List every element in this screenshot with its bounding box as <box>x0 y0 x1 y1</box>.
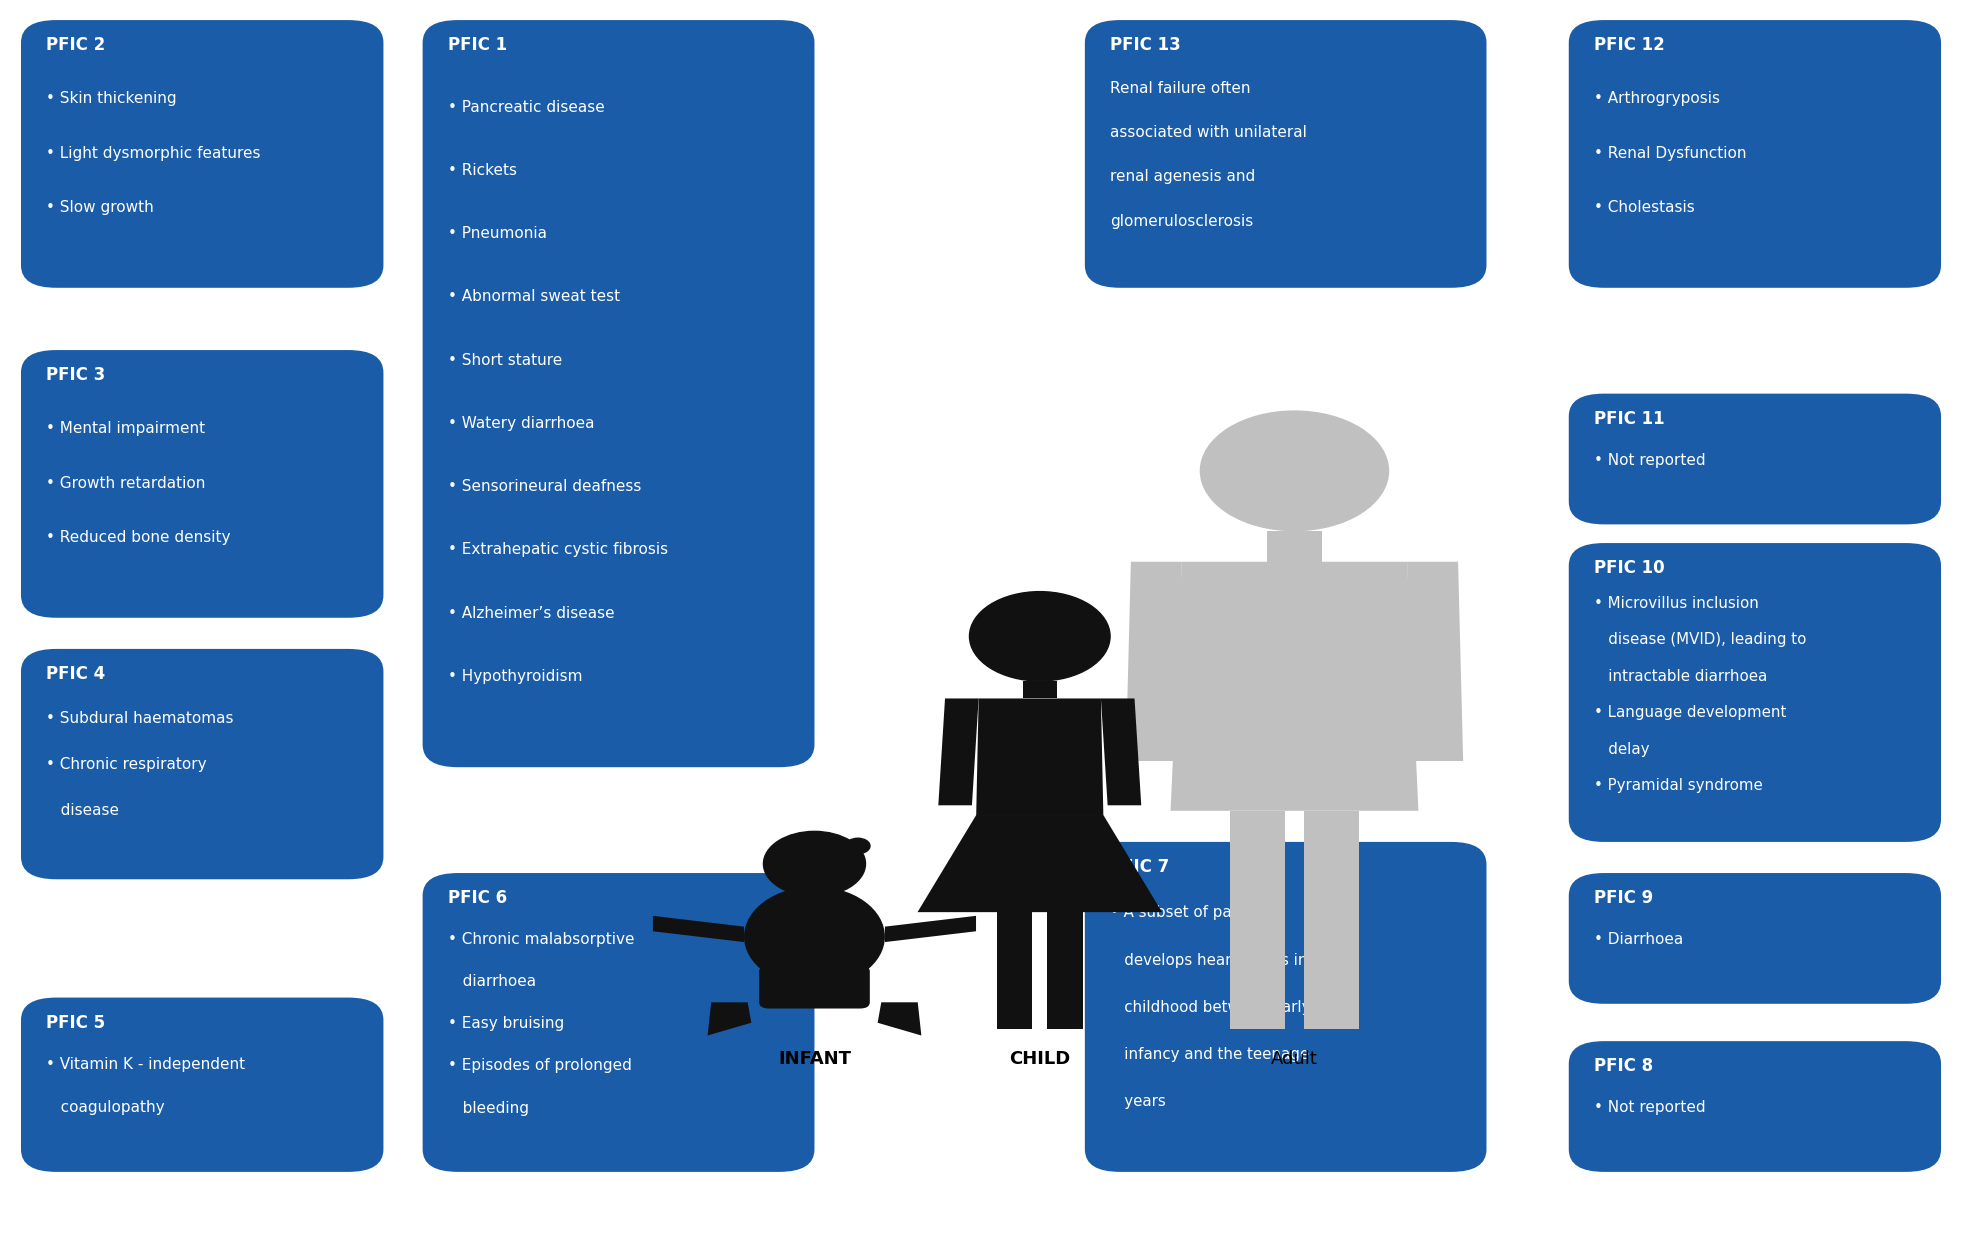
Polygon shape <box>1101 699 1142 805</box>
Text: PFIC 7: PFIC 7 <box>1110 859 1169 876</box>
FancyBboxPatch shape <box>422 874 814 1172</box>
Text: Renal failure often: Renal failure often <box>1110 81 1252 96</box>
Text: childhood between early: childhood between early <box>1110 1000 1311 1015</box>
Text: PFIC 8: PFIC 8 <box>1595 1057 1654 1076</box>
Text: • Hypothyroidism: • Hypothyroidism <box>447 669 583 684</box>
FancyBboxPatch shape <box>1570 874 1940 1003</box>
Text: • Skin thickening: • Skin thickening <box>47 91 177 106</box>
Bar <box>1230 811 1285 1028</box>
Text: disease (MVID), leading to: disease (MVID), leading to <box>1595 633 1807 648</box>
Text: • Short stature: • Short stature <box>447 352 563 367</box>
Circle shape <box>763 831 865 896</box>
Text: PFIC 4: PFIC 4 <box>47 665 106 683</box>
Text: glomerulosclerosis: glomerulosclerosis <box>1110 213 1254 228</box>
Text: • Rickets: • Rickets <box>447 162 518 177</box>
Text: INFANT: INFANT <box>779 1050 852 1068</box>
Text: PFIC 12: PFIC 12 <box>1595 36 1666 54</box>
Text: • Easy bruising: • Easy bruising <box>447 1016 565 1031</box>
Polygon shape <box>708 1002 751 1036</box>
Text: PFIC 9: PFIC 9 <box>1595 890 1654 907</box>
Polygon shape <box>1171 562 1419 811</box>
Text: associated with unilateral: associated with unilateral <box>1110 125 1307 140</box>
Text: • Chronic respiratory: • Chronic respiratory <box>47 758 208 773</box>
FancyBboxPatch shape <box>422 20 814 768</box>
Polygon shape <box>918 815 1162 912</box>
Text: • A subset of patients: • A subset of patients <box>1110 905 1275 920</box>
Text: • Watery diarrhoea: • Watery diarrhoea <box>447 416 594 431</box>
Polygon shape <box>653 916 744 942</box>
Text: • Language development: • Language development <box>1595 705 1787 720</box>
Text: • Diarrhoea: • Diarrhoea <box>1595 932 1683 947</box>
Text: • Alzheimer’s disease: • Alzheimer’s disease <box>447 605 614 620</box>
Text: coagulopathy: coagulopathy <box>47 1099 165 1114</box>
FancyBboxPatch shape <box>1570 1041 1940 1172</box>
Bar <box>1305 811 1360 1028</box>
Text: develops hearing loss in: develops hearing loss in <box>1110 952 1309 967</box>
Text: • Extrahepatic cystic fibrosis: • Extrahepatic cystic fibrosis <box>447 543 669 558</box>
Text: • Mental impairment: • Mental impairment <box>47 421 206 436</box>
Text: disease: disease <box>47 804 120 819</box>
Text: • Slow growth: • Slow growth <box>47 201 155 216</box>
Text: PFIC 13: PFIC 13 <box>1110 36 1181 54</box>
Text: • Not reported: • Not reported <box>1595 1099 1705 1116</box>
Text: renal agenesis and: renal agenesis and <box>1110 170 1256 185</box>
Text: delay: delay <box>1595 741 1650 756</box>
Text: • Episodes of prolonged: • Episodes of prolonged <box>447 1058 632 1073</box>
FancyBboxPatch shape <box>759 965 869 1008</box>
Text: CHILD: CHILD <box>1008 1050 1071 1068</box>
FancyBboxPatch shape <box>1570 543 1940 842</box>
Text: • Vitamin K - independent: • Vitamin K - independent <box>47 1057 245 1072</box>
Circle shape <box>846 839 869 854</box>
Polygon shape <box>938 699 979 805</box>
Text: • Microvillus inclusion: • Microvillus inclusion <box>1595 595 1760 610</box>
Text: PFIC 11: PFIC 11 <box>1595 409 1666 428</box>
FancyBboxPatch shape <box>1085 842 1487 1172</box>
Text: • Growth retardation: • Growth retardation <box>47 475 206 490</box>
Bar <box>1048 912 1083 1028</box>
Bar <box>997 912 1032 1028</box>
Text: • Subdural haematomas: • Subdural haematomas <box>47 711 233 726</box>
Text: • Cholestasis: • Cholestasis <box>1595 201 1695 216</box>
Text: • Arthrogryposis: • Arthrogryposis <box>1595 91 1721 106</box>
Bar <box>1267 530 1322 562</box>
Circle shape <box>969 592 1110 681</box>
Text: Adult: Adult <box>1271 1050 1318 1068</box>
FancyBboxPatch shape <box>22 20 383 288</box>
Text: • Light dysmorphic features: • Light dysmorphic features <box>47 146 261 161</box>
Text: • Chronic malabsorptive: • Chronic malabsorptive <box>447 931 634 946</box>
FancyBboxPatch shape <box>22 997 383 1172</box>
Bar <box>1022 681 1058 699</box>
Text: • Pneumonia: • Pneumonia <box>447 226 547 241</box>
FancyBboxPatch shape <box>22 649 383 880</box>
Text: PFIC 10: PFIC 10 <box>1595 559 1666 578</box>
Text: diarrhoea: diarrhoea <box>447 973 536 988</box>
Text: PFIC 5: PFIC 5 <box>47 1013 106 1032</box>
Circle shape <box>1201 411 1389 530</box>
Text: • Pancreatic disease: • Pancreatic disease <box>447 100 604 115</box>
Text: PFIC 3: PFIC 3 <box>47 366 106 384</box>
Text: bleeding: bleeding <box>447 1101 530 1116</box>
Text: • Renal Dysfunction: • Renal Dysfunction <box>1595 146 1746 161</box>
Ellipse shape <box>744 886 885 987</box>
FancyBboxPatch shape <box>1085 20 1487 288</box>
Text: • Not reported: • Not reported <box>1595 453 1705 468</box>
FancyBboxPatch shape <box>1570 393 1940 524</box>
Polygon shape <box>885 916 975 942</box>
Polygon shape <box>1126 562 1181 761</box>
Text: • Reduced bone density: • Reduced bone density <box>47 530 232 545</box>
FancyBboxPatch shape <box>22 349 383 618</box>
Text: • Abnormal sweat test: • Abnormal sweat test <box>447 290 620 305</box>
FancyBboxPatch shape <box>1570 20 1940 288</box>
Text: PFIC 2: PFIC 2 <box>47 36 106 54</box>
Text: • Pyramidal syndrome: • Pyramidal syndrome <box>1595 779 1764 794</box>
Text: PFIC 1: PFIC 1 <box>447 36 508 54</box>
Text: years: years <box>1110 1094 1165 1109</box>
Text: • Sensorineural deafness: • Sensorineural deafness <box>447 479 642 494</box>
Text: intractable diarrhoea: intractable diarrhoea <box>1595 669 1768 684</box>
Polygon shape <box>977 699 1103 815</box>
Text: infancy and the teenage: infancy and the teenage <box>1110 1047 1309 1062</box>
Text: PFIC 6: PFIC 6 <box>447 890 508 907</box>
Polygon shape <box>1407 562 1464 761</box>
Polygon shape <box>877 1002 922 1036</box>
